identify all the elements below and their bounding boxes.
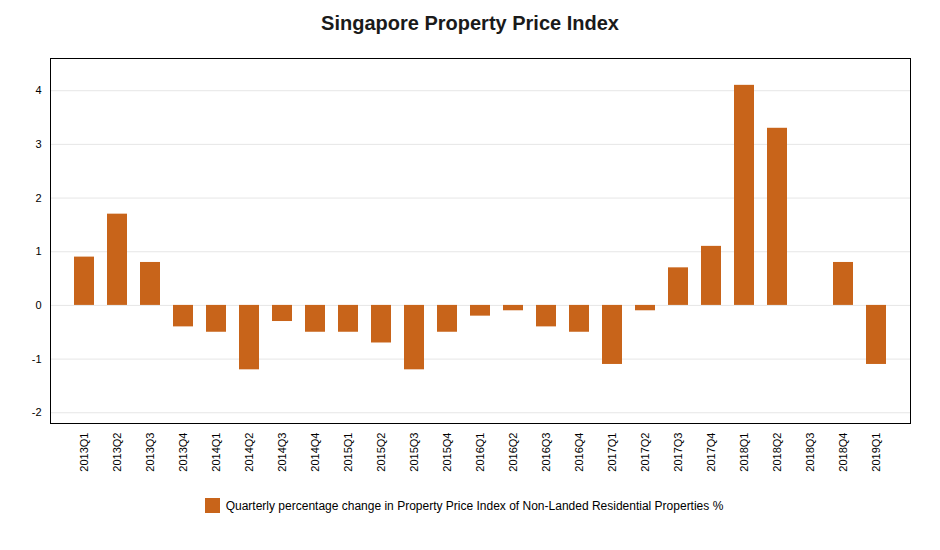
svg-text:2014Q1: 2014Q1	[210, 433, 222, 472]
svg-text:2014Q4: 2014Q4	[309, 433, 321, 472]
svg-text:2018Q4: 2018Q4	[837, 433, 849, 472]
html-text:Singapore Property Price Index: Singapore Property Price Index	[321, 12, 619, 34]
svg-text:2017Q3: 2017Q3	[672, 433, 684, 472]
svg-text:2019Q1: 2019Q1	[870, 433, 882, 472]
svg-text:2013Q3: 2013Q3	[144, 433, 156, 472]
svg-text:2013Q1: 2013Q1	[78, 433, 90, 472]
svg-text:2013Q4: 2013Q4	[177, 433, 189, 472]
svg-text:2016Q3: 2016Q3	[540, 433, 552, 472]
svg-text:2015Q3: 2015Q3	[408, 433, 420, 472]
svg-text:2015Q1: 2015Q1	[342, 433, 354, 472]
svg-text:2014Q2: 2014Q2	[243, 433, 255, 472]
svg-text:2017Q2: 2017Q2	[639, 433, 651, 472]
svg-text:3: 3	[35, 138, 41, 150]
svg-text:2017Q4: 2017Q4	[705, 433, 717, 472]
svg-text:2016Q4: 2016Q4	[573, 433, 585, 472]
svg-text:2015Q4: 2015Q4	[441, 433, 453, 472]
svg-text:-2: -2	[32, 406, 42, 418]
svg-text:2016Q2: 2016Q2	[507, 433, 519, 472]
svg-text:2018Q1: 2018Q1	[738, 433, 750, 472]
svg-text:1: 1	[35, 245, 41, 257]
svg-text:2013Q2: 2013Q2	[111, 433, 123, 472]
svg-text:2017Q1: 2017Q1	[606, 433, 618, 472]
svg-text:2015Q2: 2015Q2	[375, 433, 387, 472]
svg-text:2014Q3: 2014Q3	[276, 433, 288, 472]
svg-text:4: 4	[35, 84, 41, 96]
svg-text:0: 0	[35, 299, 41, 311]
svg-text:2018Q2: 2018Q2	[771, 433, 783, 472]
html-text:Quarterly percentage change in: Quarterly percentage change in Property …	[225, 498, 724, 513]
svg-text:2018Q3: 2018Q3	[804, 433, 816, 472]
svg-text:2016Q1: 2016Q1	[474, 433, 486, 472]
svg-text:2: 2	[35, 192, 41, 204]
svg-text:-1: -1	[32, 353, 42, 365]
